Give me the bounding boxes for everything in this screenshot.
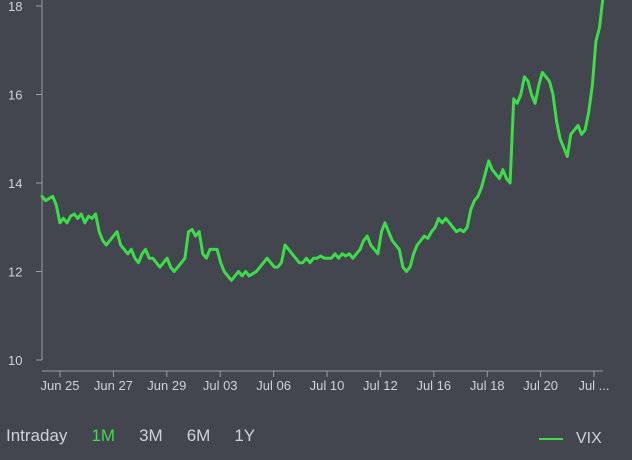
- x-tick-label: Jul 03: [203, 378, 238, 393]
- legend-line-swatch: [539, 438, 563, 440]
- range-button-intraday[interactable]: Intraday: [6, 426, 68, 445]
- range-button-1m[interactable]: 1M: [91, 426, 116, 445]
- y-tick-label: 10: [8, 353, 22, 368]
- legend[interactable]: VIX: [539, 430, 602, 448]
- series-line-vix: [40, 0, 605, 282]
- y-tick-label: 12: [8, 265, 22, 280]
- x-tick-label: Jun 25: [40, 378, 79, 393]
- x-tick-label: Jul 12: [363, 378, 398, 393]
- x-tick-label: Jul 18: [470, 378, 505, 393]
- series-layer: [40, 0, 605, 282]
- x-tick-label: Jul ...: [578, 378, 609, 393]
- range-button-1y[interactable]: 1Y: [234, 426, 256, 445]
- y-tick-label: 18: [8, 0, 22, 14]
- y-axis: 10 12 14 16 18: [8, 0, 43, 368]
- y-tick-label: 16: [8, 88, 22, 103]
- range-button-3m[interactable]: 3M: [139, 426, 163, 445]
- legend-label-vix: VIX: [576, 430, 602, 447]
- x-tick-label: Jul 10: [310, 378, 345, 393]
- x-axis: Jun 25 Jun 27 Jun 29 Jul 03 Jul 06 Jul 10 Jul …: [40, 370, 610, 393]
- x-tick-label: Jun 29: [147, 378, 186, 393]
- range-selector: Intraday 1M 3M 6M 1Y: [6, 424, 279, 448]
- x-tick-label: Jul 16: [416, 378, 451, 393]
- y-tick-label: 14: [8, 176, 22, 191]
- vix-line-chart: 10 12 14 16 18 Jun 25 Jun 27 Jun 29 Jul 03 Jul 0…: [8, 0, 610, 393]
- range-button-6m[interactable]: 6M: [186, 426, 211, 445]
- x-tick-label: Jul 06: [256, 378, 291, 393]
- x-tick-label: Jun 27: [94, 378, 133, 393]
- x-tick-label: Jul 20: [523, 378, 558, 393]
